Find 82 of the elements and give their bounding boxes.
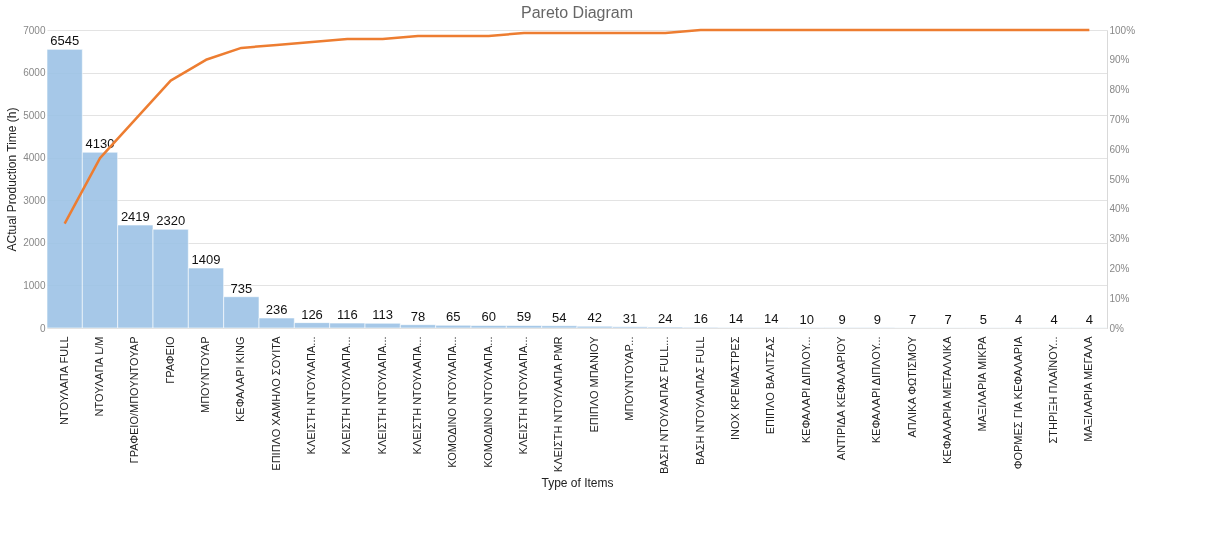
x-tick-label: ΚΛΕΙΣΤΗ ΝΤΟΥΛΑΠΑ... <box>517 336 529 455</box>
y2-tick-label: 60% <box>1109 143 1130 155</box>
x-tick-label: ΚΛΕΙΣΤΗ ΝΤΟΥΛΑΠΑ... <box>340 336 353 455</box>
x-tick-label: ΕΠΙΠΛΟ ΧΑΜΗΛΟ ΣΟΥΙΤΑ <box>269 335 282 471</box>
y2-tick-label: 80% <box>1109 84 1130 96</box>
data-label: 65 <box>446 309 461 325</box>
x-tick-label: ΜΑΞΙΛΑΡΙΑ ΜΕΓΑΛΑ <box>1082 335 1095 442</box>
y-tick-label: 2000 <box>23 237 46 249</box>
x-tick-label: ΜΠΟΥΝΤΟΥΑΡ... <box>623 336 635 421</box>
data-label: 4 <box>1085 311 1093 327</box>
data-label: 6545 <box>50 33 80 49</box>
x-tick-label: ΚΛΕΙΣΤΗ ΝΤΟΥΛΑΠΑ... <box>305 336 317 455</box>
data-label: 116 <box>336 307 358 323</box>
data-label: 113 <box>372 307 394 323</box>
data-label: 7 <box>909 311 917 327</box>
y-tick-label: 6000 <box>23 67 46 79</box>
y2-tick-label: 40% <box>1109 203 1130 215</box>
y2-tick-label: 10% <box>1109 292 1130 304</box>
x-tick-label: ΦΟΡΜΕΣ ΓΙΑ ΚΕΦΑΛΑΡΙΑ <box>1011 335 1024 470</box>
chart-title: Pareto Diagram <box>520 4 634 21</box>
x-tick-label: ΚΛΕΙΣΤΗ ΝΤΟΥΛΑΠΑ PMR <box>552 336 565 473</box>
x-tick-label: ΝΤΟΥΛΑΠΑ FULL <box>57 336 70 425</box>
x-tick-label: ΒΑΣΗ ΝΤΟΥΛΑΠΑΣ FULL... <box>658 336 671 475</box>
data-label: 24 <box>658 310 673 326</box>
data-label: 735 <box>230 280 253 296</box>
data-label: 59 <box>516 309 532 325</box>
data-label: 4 <box>1015 311 1023 327</box>
y-tick-label: 0 <box>39 322 46 334</box>
y-tick-label: 5000 <box>23 109 46 121</box>
y2-tick-label: 90% <box>1109 54 1130 66</box>
x-tick-label: ΑΝΤΙΡΙΔΑ ΚΕΦΑΛΑΡΙΟΥ <box>835 335 847 461</box>
x-axis-title: Type of Items <box>541 476 614 491</box>
data-label: 9 <box>873 311 881 327</box>
data-label: 10 <box>799 311 814 327</box>
data-label: 14 <box>728 311 744 327</box>
x-tick-label: ΓΡΑΦΕΙΟ/ΜΠΟΥΝΤΟΥΑΡ <box>128 336 141 464</box>
y2-tick-label: 70% <box>1109 113 1130 125</box>
data-label: 54 <box>552 309 567 325</box>
x-tick-label: ΚΕΦΑΛΑΡΙ ΔΙΠΛΟΥ... <box>799 336 812 444</box>
x-tick-label: ΜΠΟΥΝΤΟΥΑΡ <box>199 336 211 414</box>
data-label: 14 <box>764 311 779 327</box>
data-label: 9 <box>838 311 846 327</box>
y2-tick-label: 50% <box>1109 173 1130 185</box>
y2-tick-label: 30% <box>1109 233 1130 245</box>
data-label: 7 <box>944 311 952 327</box>
data-label: 4130 <box>85 136 115 152</box>
x-tick-label: ΚΕΦΑΛΑΡΙ ΔΙΠΛΟΥ... <box>870 336 883 444</box>
data-label: 42 <box>587 310 602 326</box>
x-tick-label: ΑΠΛΙΚΑ ΦΩΤΙΣΜΟΥ <box>905 335 918 438</box>
x-tick-label: ΓΡΑΦΕΙΟ <box>163 336 176 384</box>
x-tick-label: ΣΤΗΡΙΞΗ ΠΛΑΪΝΟΥ... <box>1047 336 1059 444</box>
y-axis-title: ACtual Production Time (h) <box>5 107 20 252</box>
data-label: 78 <box>410 308 426 324</box>
y-tick-label: 3000 <box>23 194 46 206</box>
data-label: 16 <box>693 311 708 327</box>
x-tick-label: ΚΛΕΙΣΤΗ ΝΤΟΥΛΑΠΑ... <box>411 336 423 455</box>
data-label: 126 <box>301 306 323 322</box>
y-tick-label: 1000 <box>23 279 46 291</box>
x-tick-label: ΕΠΙΠΛΟ ΒΑΛΙΤΣΑΣ <box>764 336 777 435</box>
data-label: 60 <box>481 309 496 325</box>
y-tick-label: 4000 <box>23 152 46 164</box>
x-tick-label: ΚΕΦΑΛΑΡΙ KING <box>234 336 247 422</box>
data-label: 2419 <box>120 209 150 225</box>
x-tick-label: ΚΕΦΑΛΑΡΙΑ ΜΕΤΑΛΛΙΚΑ <box>941 335 953 464</box>
data-label: 1409 <box>191 252 221 268</box>
data-label: 4 <box>1050 311 1058 327</box>
x-tick-label: ΚΟΜΟΔΙΝΟ ΝΤΟΥΛΑΠΑ... <box>481 336 494 468</box>
x-tick-label: ΝΤΟΥΛΑΠΑ L/M <box>93 336 105 417</box>
y2-tick-label: 0% <box>1109 322 1125 334</box>
x-tick-label: ΕΠΙΠΛΟ ΜΠΑΝΙΟΥ <box>587 335 600 433</box>
x-tick-label: ΚΛΕΙΣΤΗ ΝΤΟΥΛΑΠΑ... <box>375 336 388 455</box>
data-label: 5 <box>979 311 987 327</box>
y2-tick-label: 20% <box>1109 262 1130 274</box>
data-label: 236 <box>265 301 288 317</box>
x-tick-label: ΜΑΞΙΛΑΡΙΑ ΜΙΚΡΑ <box>976 335 989 432</box>
data-label: 2320 <box>156 213 186 229</box>
x-tick-label: ΙΝΟΧ ΚΡΕΜΑΣΤΡΕΣ <box>729 336 741 440</box>
x-tick-label: ΒΑΣΗ ΝΤΟΥΛΑΠΑΣ FULL <box>693 336 706 465</box>
x-tick-label: ΚΟΜΟΔΙΝΟ ΝΤΟΥΛΑΠΑ... <box>446 336 459 468</box>
data-label: 31 <box>622 310 638 326</box>
y2-tick-label: 100% <box>1109 24 1136 36</box>
y-tick-label: 7000 <box>23 24 46 36</box>
